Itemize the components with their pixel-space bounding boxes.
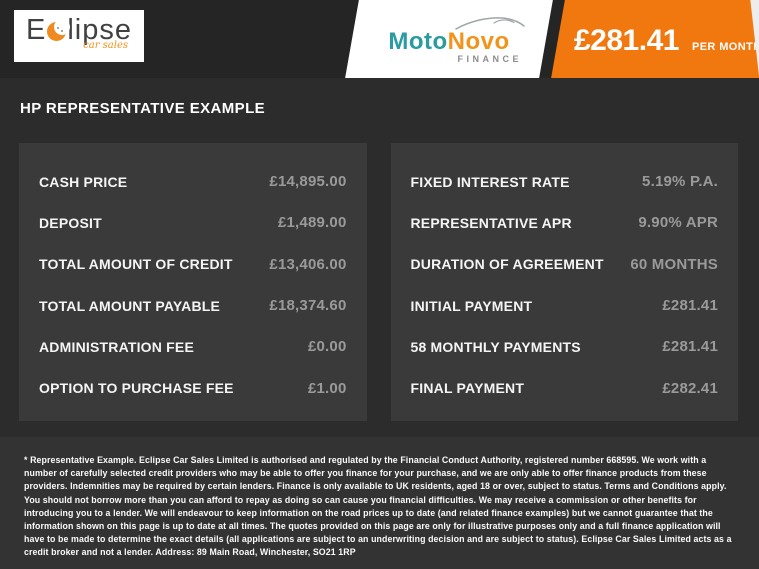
table-row: DEPOSIT £1,489.00 xyxy=(39,202,347,243)
page-title: HP REPRESENTATIVE EXAMPLE xyxy=(20,100,266,117)
finance-logo-panel: MotoNovo FINANCE xyxy=(345,0,553,78)
row-value: £18,374.60 xyxy=(269,297,347,315)
monthly-price-amount: £281.41 xyxy=(574,24,679,57)
table-row: INITIAL PAYMENT £281.41 xyxy=(411,285,719,326)
row-value: £14,895.00 xyxy=(269,173,347,191)
table-row: ADMINISTRATION FEE £0.00 xyxy=(39,326,347,367)
finance-example-section: HP REPRESENTATIVE EXAMPLE CASH PRICE £14… xyxy=(0,78,759,437)
row-value: 60 MONTHS xyxy=(630,255,718,273)
table-row: OPTION TO PURCHASE FEE £1.00 xyxy=(39,368,347,409)
table-row: FIXED INTEREST RATE 5.19% P.A. xyxy=(411,161,719,202)
table-row: TOTAL AMOUNT OF CREDIT £13,406.00 xyxy=(39,244,347,285)
table-row: REPRESENTATIVE APR 9.90% APR xyxy=(411,202,719,243)
row-label: INITIAL PAYMENT xyxy=(410,297,533,314)
row-value: £281.41 xyxy=(662,338,718,356)
row-value: 9.90% APR xyxy=(638,214,718,232)
table-row: FINAL PAYMENT £282.41 xyxy=(411,368,719,409)
row-value: £0.00 xyxy=(307,338,347,356)
table-row: TOTAL AMOUNT PAYABLE £18,374.60 xyxy=(39,285,347,326)
finance-panels: CASH PRICE £14,895.00 DEPOSIT £1,489.00 … xyxy=(19,143,738,421)
dealer-logo-text-prefix: E xyxy=(26,14,47,46)
monthly-price-period: PER MONTH* xyxy=(691,41,759,53)
finance-panel-left: CASH PRICE £14,895.00 DEPOSIT £1,489.00 … xyxy=(19,143,367,421)
row-label: TOTAL AMOUNT OF CREDIT xyxy=(39,256,233,273)
row-value: £1,489.00 xyxy=(277,214,347,232)
row-value: £281.41 xyxy=(662,297,718,315)
row-label: DURATION OF AGREEMENT xyxy=(410,256,604,273)
row-label: 58 MONTHLY PAYMENTS xyxy=(410,338,581,355)
row-label: TOTAL AMOUNT PAYABLE xyxy=(39,297,221,314)
row-value: 5.19% P.A. xyxy=(642,173,718,191)
row-label: OPTION TO PURCHASE FEE xyxy=(39,380,234,397)
car-outline-icon xyxy=(455,17,525,30)
row-label: FIXED INTEREST RATE xyxy=(410,173,570,190)
table-row: DURATION OF AGREEMENT 60 MONTHS xyxy=(411,244,719,285)
motonovo-finance-label: FINANCE xyxy=(457,54,523,64)
row-label: CASH PRICE xyxy=(39,173,128,190)
dealer-logo-tagline: car sales xyxy=(83,40,128,51)
monthly-price-banner: £281.41 PER MONTH* xyxy=(551,0,759,78)
table-row: 58 MONTHLY PAYMENTS £281.41 xyxy=(411,326,719,367)
row-label: FINAL PAYMENT xyxy=(410,380,525,397)
finance-panel-right: FIXED INTEREST RATE 5.19% P.A. REPRESENT… xyxy=(390,143,738,421)
row-label: ADMINISTRATION FEE xyxy=(39,338,195,355)
row-label: REPRESENTATIVE APR xyxy=(410,214,572,231)
row-label: DEPOSIT xyxy=(39,214,102,231)
motonovo-wordmark: MotoNovo xyxy=(352,28,546,55)
crescent-moon-icon xyxy=(47,19,71,41)
motonovo-text-moto: Moto xyxy=(388,28,448,55)
row-value: £282.41 xyxy=(662,379,718,397)
motonovo-text-novo: Novo xyxy=(447,28,510,55)
table-row: CASH PRICE £14,895.00 xyxy=(39,161,347,202)
motonovo-logo: MotoNovo FINANCE xyxy=(352,0,546,64)
dealer-logo-text-suffix: lipse xyxy=(67,14,132,46)
legal-footer: * Representative Example. Eclipse Car Sa… xyxy=(0,437,759,569)
row-value: £1.00 xyxy=(307,379,347,397)
row-value: £13,406.00 xyxy=(269,255,347,273)
disclaimer-text: * Representative Example. Eclipse Car Sa… xyxy=(24,455,732,558)
